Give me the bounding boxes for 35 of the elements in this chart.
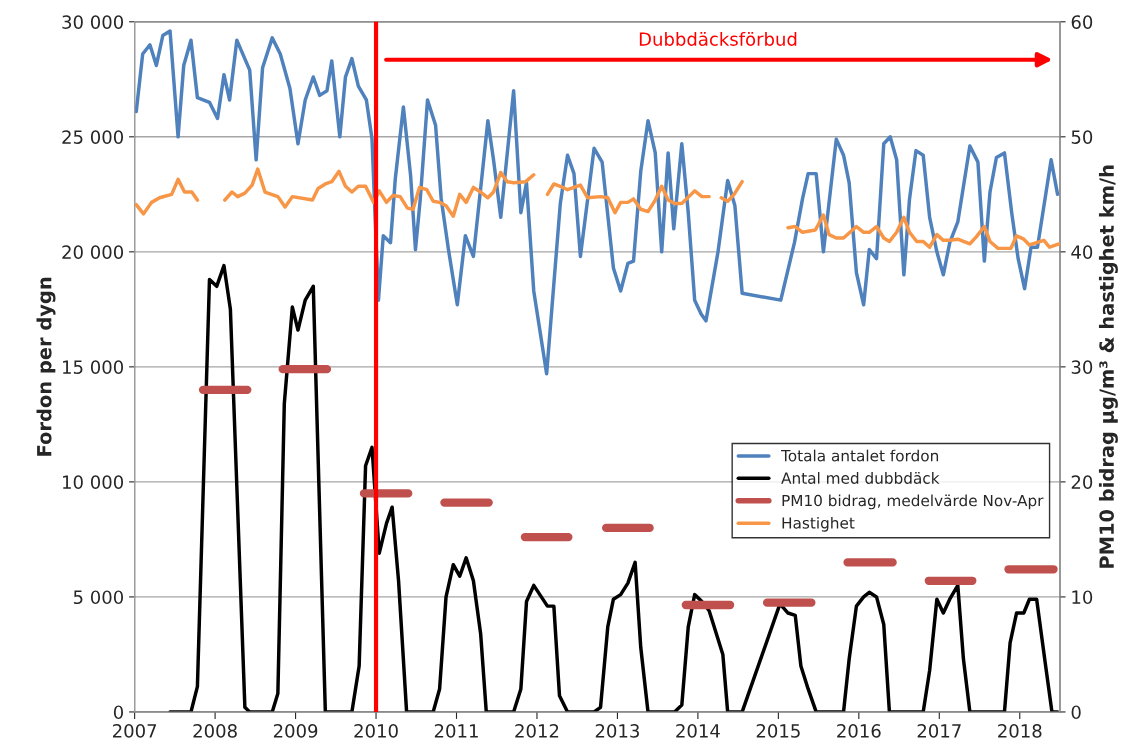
legend-label: Totala antalet fordon <box>781 449 939 462</box>
y2-tick-label: 50 <box>1071 130 1093 144</box>
annotation: Dubbdäcksförbud <box>639 31 797 46</box>
y2-tick-label: 30 <box>1071 360 1093 374</box>
x-tick-label: 2015 <box>756 724 800 738</box>
line-series <box>134 29 1060 376</box>
x-tick-label: 2014 <box>676 724 720 738</box>
x-tick-label: 2011 <box>434 724 478 738</box>
x-tick-label: 2007 <box>112 724 157 738</box>
y2-tick-label: 40 <box>1071 245 1093 259</box>
x-tick-label: 2017 <box>917 724 961 738</box>
x-tick-label: 2008 <box>193 724 237 738</box>
x-tick-label: 2010 <box>354 724 398 738</box>
legend-label: Antal med dubbdäck <box>781 472 940 484</box>
y2-tick-label: 10 <box>1072 590 1093 605</box>
y2-axis-title: PM10 bidrag µg/m³ & hastighet km/h <box>1098 165 1118 568</box>
y-tick-label: 0 <box>113 705 124 720</box>
y-axis-title: Fordon per dygn <box>36 277 56 456</box>
y-tick-label: 15 000 <box>63 360 124 374</box>
y-tick-label: 10 000 <box>63 475 124 490</box>
y2-tick-label: 60 <box>1071 15 1093 29</box>
y-tick-label: 20 000 <box>62 245 124 259</box>
y2-tick-label: 20 <box>1071 475 1093 490</box>
line-series <box>168 263 1060 712</box>
y2-tick-label: 0 <box>1071 705 1081 720</box>
x-tick-label: 2016 <box>837 724 881 738</box>
y-tick-label: 30 000 <box>62 15 124 29</box>
x-tick-label: 2018 <box>998 724 1042 738</box>
x-tick-label: 2012 <box>515 724 559 738</box>
legend-label: Hastighet <box>782 516 855 532</box>
x-tick-label: 2009 <box>273 724 318 738</box>
x-tick-label: 2013 <box>595 724 639 738</box>
y-tick-label: 5 000 <box>73 590 124 605</box>
legend-label: PM10 bidrag, medelvärde Nov-Apr <box>782 494 1044 510</box>
y-tick-label: 25 000 <box>62 130 124 144</box>
